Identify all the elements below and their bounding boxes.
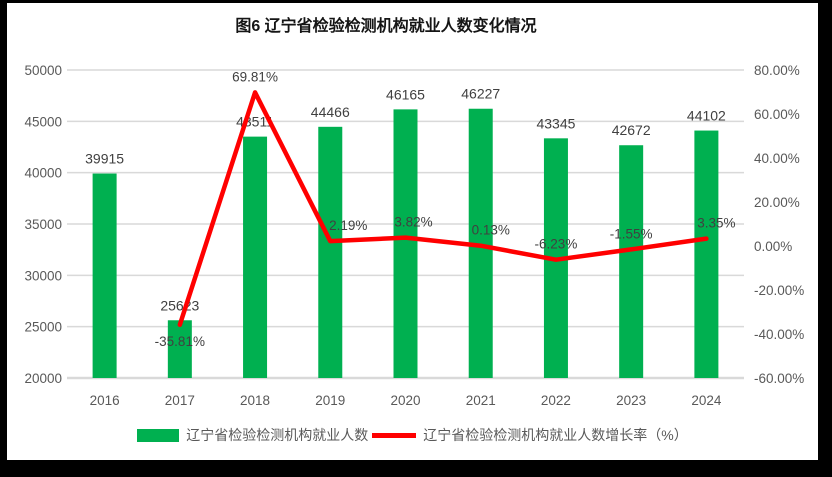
x-axis-category-label: 2018 xyxy=(240,393,270,408)
growth-value-label: 69.81% xyxy=(232,69,278,84)
x-axis-category-label: 2020 xyxy=(390,393,420,408)
chart-canvas: 50000 45000 40000 35000 30000 25000 20000 80.00… xyxy=(24,63,804,408)
bar-value-label: 42672 xyxy=(612,122,651,138)
growth-line xyxy=(177,90,709,328)
left-axis-tick-label: 35000 xyxy=(24,217,62,232)
growth-value-label: 3.82% xyxy=(394,215,432,230)
x-axis-category-label: 2017 xyxy=(165,393,195,408)
legend-bar-swatch-icon xyxy=(137,428,180,442)
growth-value-label: -6.23% xyxy=(535,237,578,252)
chart-title: 图6 辽宁省检验检测机构就业人数变化情况 xyxy=(235,18,537,35)
bar-value-label: 46227 xyxy=(461,86,500,102)
growth-value-label: -35.81% xyxy=(155,334,205,349)
growth-value-label: 2.19% xyxy=(329,218,367,233)
legend-item-employees: 辽宁省检验检测机构就业人数 xyxy=(137,425,368,445)
growth-value-label: 3.35% xyxy=(697,216,735,231)
right-axis-tick-label: 20.00% xyxy=(754,195,800,210)
growth-value-label: 0.13% xyxy=(472,223,510,238)
right-axis-tick-label: -40.00% xyxy=(754,327,804,342)
bar xyxy=(92,173,117,378)
right-axis-tick-label: 60.00% xyxy=(754,107,800,122)
left-axis-tick-label: 20000 xyxy=(24,371,62,386)
x-axis-category-label: 2016 xyxy=(90,393,120,408)
legend-line-label: 辽宁省检验检测机构就业人数增长率（%） xyxy=(423,427,688,443)
right-axis-tick-label: 0.00% xyxy=(754,239,792,254)
bar xyxy=(167,320,192,378)
left-axis-tick-label: 30000 xyxy=(24,268,62,283)
growth-value-label: -1.55% xyxy=(610,226,653,241)
left-axis-tick-label: 25000 xyxy=(24,320,62,335)
legend-line-swatch-icon xyxy=(372,432,417,438)
right-axis-tick-label: -60.00% xyxy=(754,371,804,386)
x-axis-category-label: 2023 xyxy=(616,393,646,408)
left-axis-tick-label: 40000 xyxy=(24,166,62,181)
bar-value-label: 39915 xyxy=(85,151,124,167)
left-axis-tick-label: 50000 xyxy=(24,63,62,78)
x-axis-category-label: 2024 xyxy=(691,393,722,408)
x-axis-category-label: 2022 xyxy=(541,393,571,408)
chart-panel: 图6 辽宁省检验检测机构就业人数变化情况 50000 45000 40000 3500… xyxy=(7,3,818,460)
bar-value-label: 44466 xyxy=(311,104,350,120)
chart-legend: 辽宁省检验检测机构就业人数 辽宁省检验检测机构就业人数增长率（%） xyxy=(7,425,818,445)
right-axis-tick-label: 80.00% xyxy=(754,63,800,78)
bar-value-label: 44102 xyxy=(687,108,726,124)
x-axis-category-label: 2021 xyxy=(466,393,496,408)
right-axis-tick-label: -20.00% xyxy=(754,283,804,298)
legend-bar-label: 辽宁省检验检测机构就业人数 xyxy=(186,427,369,443)
right-axis-tick-label: 40.00% xyxy=(754,151,800,166)
bar-value-label: 43345 xyxy=(536,115,575,131)
x-axis-category-label: 2019 xyxy=(315,393,345,408)
bar xyxy=(393,109,418,378)
bar xyxy=(318,126,343,378)
bar xyxy=(243,136,268,378)
bar-value-label: 46165 xyxy=(386,86,425,102)
bar xyxy=(619,145,644,378)
legend-item-growth-rate: 辽宁省检验检测机构就业人数增长率（%） xyxy=(372,425,688,445)
bar xyxy=(694,130,719,378)
left-axis-tick-label: 45000 xyxy=(24,114,62,129)
bar-value-label: 25623 xyxy=(160,297,199,313)
